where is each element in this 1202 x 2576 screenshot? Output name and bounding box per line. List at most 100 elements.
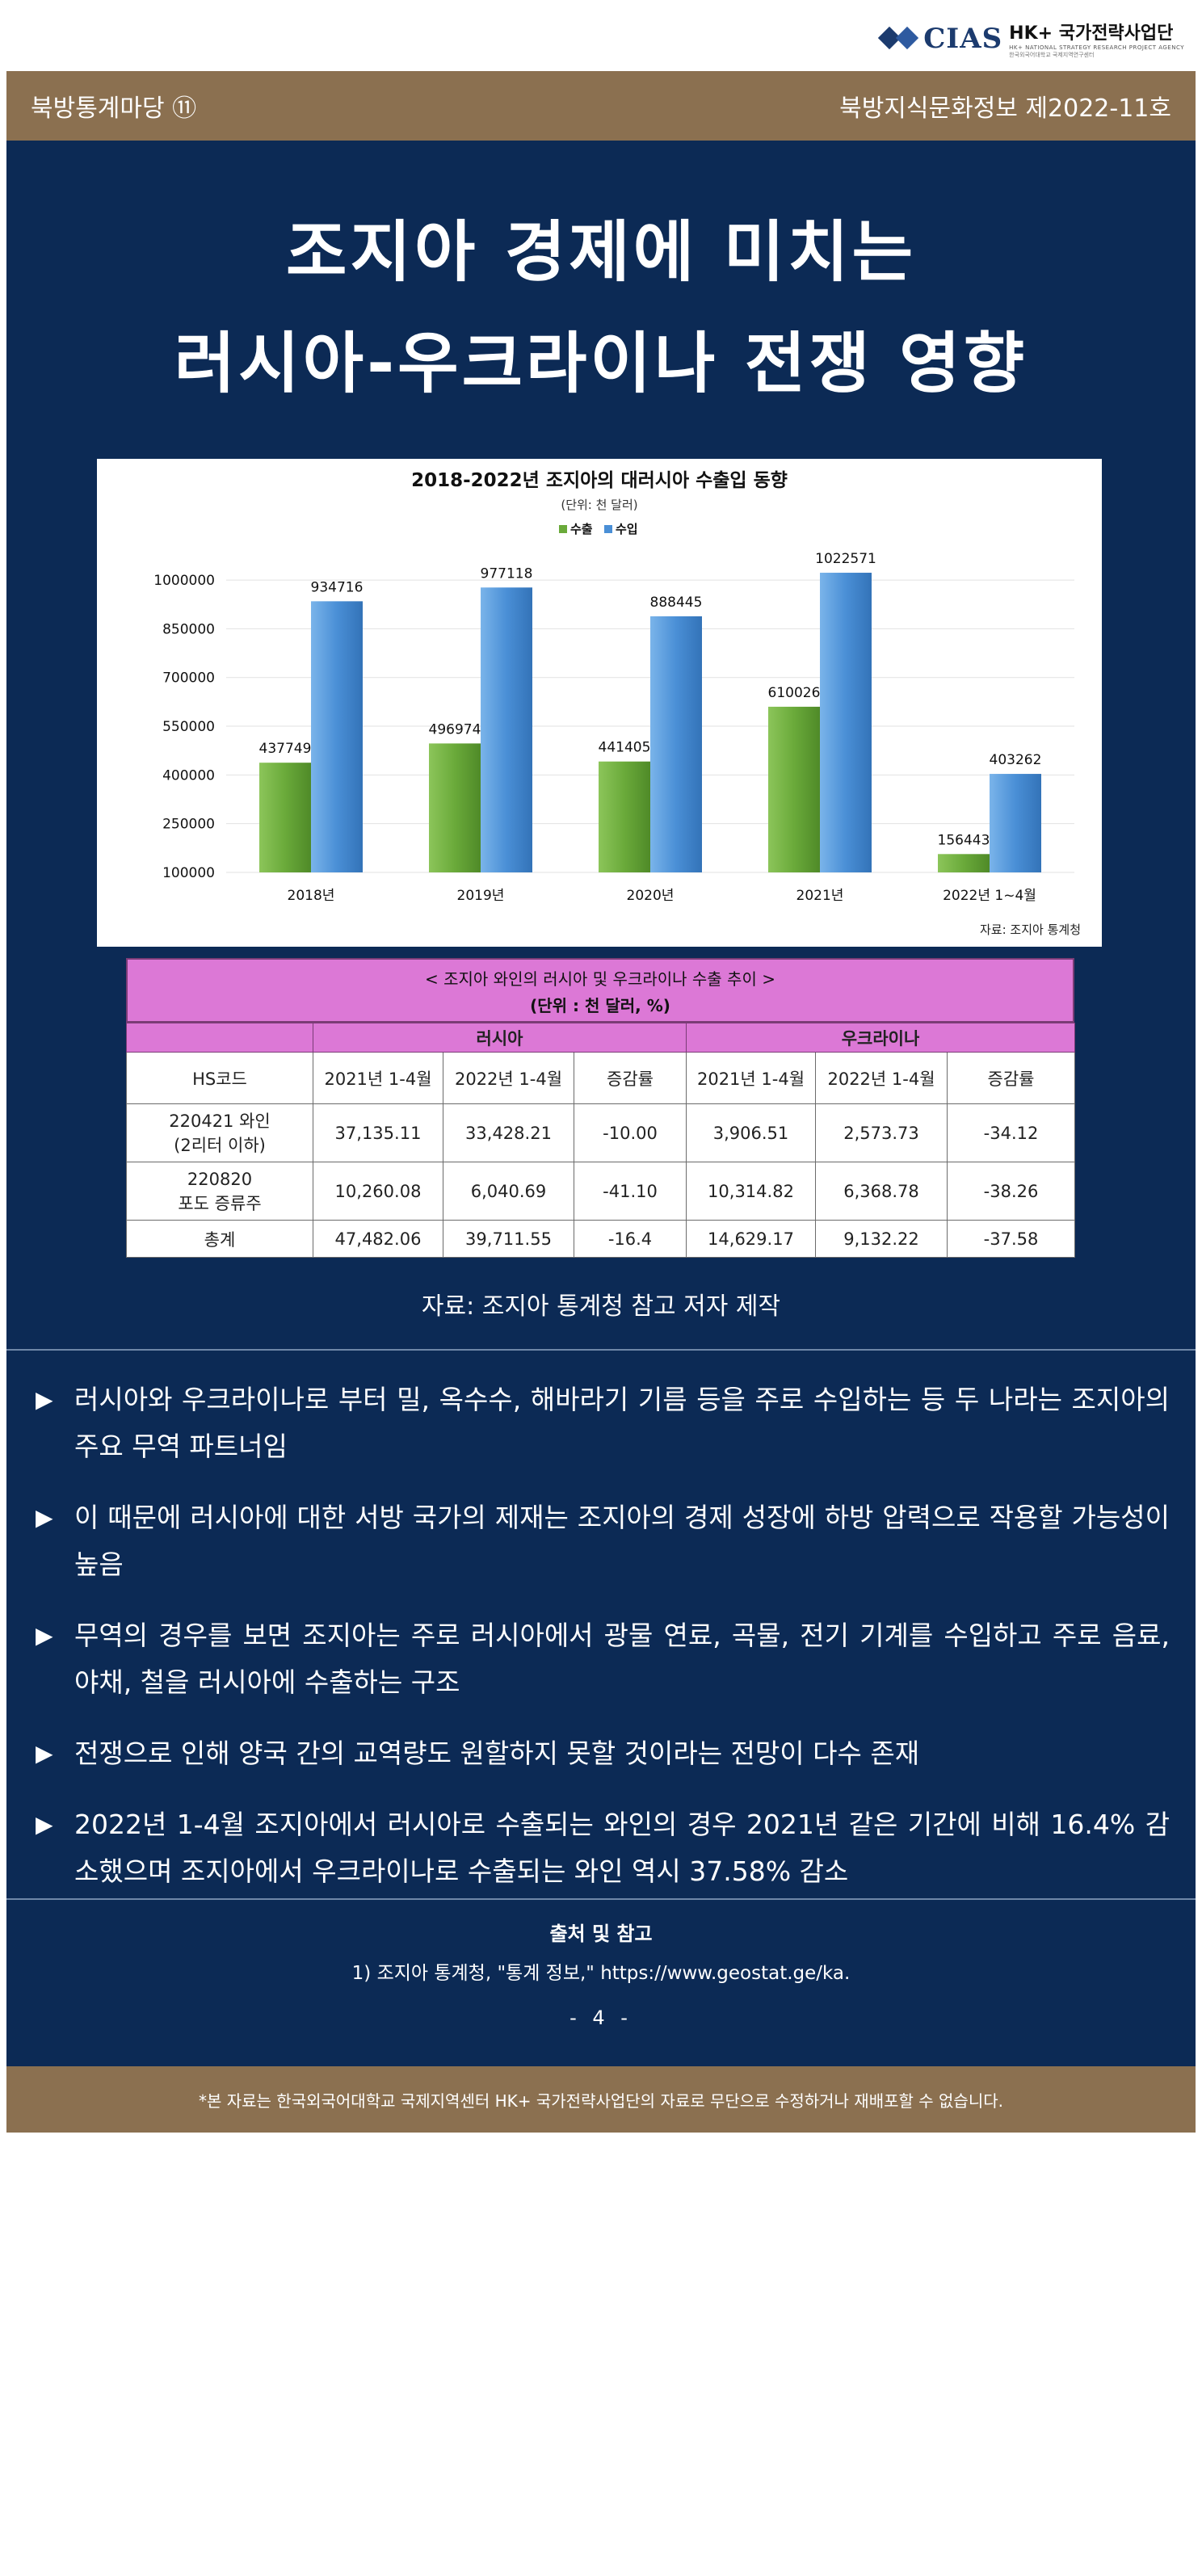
data-label: 934716 [311,579,364,595]
table-cell: 2,573.73 [815,1103,948,1162]
data-label: 441405 [599,740,651,756]
total-label: 총계 [126,1220,313,1258]
hs-code: 220820 [187,1169,253,1189]
bullet-item: ▶ 무역의 경우를 보면 조지아는 주로 러시아에서 광물 연료, 곡물, 전기… [36,1612,1170,1706]
divider-bottom [6,1898,1196,1900]
x-tick-label: 2021년 [796,888,844,904]
column-header: 증감률 [574,1052,687,1104]
title-line-2: 러시아-우크라이나 전쟁 영향 [174,326,1028,402]
bullet-text: 전쟁으로 인해 양국 간의 교역량도 원할하지 못할 것이라는 전망이 다수 존… [74,1738,920,1769]
bar-export [429,743,481,872]
hs-code-desc: (2리터 이하) [174,1135,266,1155]
table-cell: 6,040.69 [443,1162,574,1221]
divider-top [6,1349,1196,1351]
column-header: HS코드 [126,1052,313,1104]
header-band: 북방통계마당 ⑪ 북방지식문화정보 제2022-11호 [6,71,1196,141]
bar-import [311,601,363,872]
table-cell: -38.26 [946,1162,1076,1221]
legend-label: 수출 [570,522,593,536]
data-label: 437749 [259,741,312,757]
table-title: < 조지아 와인의 러시아 및 우크라이나 수출 추이 > [425,969,775,989]
bullet-arrow-icon: ▶ [36,1740,53,1767]
data-label: 496974 [429,721,481,738]
hs-code-cell: 220820 포도 증류주 [126,1162,313,1221]
logo-brand: CIAS [923,23,1003,55]
cias-logo: CIAS HK+ 국가전략사업단 HK+ NATIONAL STRATEGY R… [878,15,1184,63]
trade-chart-svg: 2018-2022년 조지아의 대러시아 수출입 동향 (단위: 천 달러) 수출 수… [153,470,1081,937]
legend-swatch-import [604,525,612,533]
table-group-blank [126,1023,313,1053]
bar-export [768,706,820,872]
bullet-item: ▶ 러시아와 우크라이나로 부터 밀, 옥수수, 해바라기 기름 등을 주로 수… [36,1376,1170,1470]
footer-disclaimer: *본 자료는 한국외국어대학교 국제지역센터 HK+ 국가전략사업단의 자료로 … [198,2091,1003,2111]
data-label: 156443 [938,832,990,848]
data-label: 403262 [990,752,1042,768]
bullet-text: 이 때문에 러시아에 대한 서방 국가의 제재는 조지아의 경제 성장에 하방 … [74,1502,1170,1580]
chart-source-note: 자료: 조지아 통계청 [980,922,1081,937]
bullet-item: ▶ 2022년 1-4월 조지아에서 러시아로 수출되는 와인의 경우 2021… [36,1801,1170,1895]
y-tick-label: 100000 [162,865,215,881]
y-tick-label: 250000 [162,817,215,833]
y-tick-label: 700000 [162,670,215,687]
table-group-row: 러시아 우크라이나 [126,1023,1076,1053]
table-cell: -37.58 [946,1220,1076,1258]
logo-subtitle-ko: 한국외국어대학교 국제지역연구센터 [1009,52,1095,58]
references-item: 1) 조지아 통계청, "통계 정보," https://www.geostat… [351,1963,851,1984]
bar-export [599,761,650,872]
cias-logo-mark-icon [878,20,919,57]
table-cell: 9,132.22 [815,1220,948,1258]
bullet-list: ▶ 러시아와 우크라이나로 부터 밀, 옥수수, 해바라기 기름 등을 주로 수… [36,1376,1170,1919]
trade-chart: 2018-2022년 조지아의 대러시아 수출입 동향 (단위: 천 달러) 수출 수… [97,459,1102,947]
bar-export [938,854,990,872]
y-tick-label: 1000000 [153,573,215,589]
table-cell: 10,260.08 [313,1162,443,1221]
data-label: 888445 [650,595,703,611]
table-cell: 47,482.06 [313,1220,443,1258]
bullet-item: ▶ 이 때문에 러시아에 대한 서방 국가의 제재는 조지아의 경제 성장에 하… [36,1494,1170,1588]
column-header: 2022년 1-4월 [443,1052,574,1104]
references-heading: 출처 및 참고 [549,1923,653,1945]
table-body: 러시아 우크라이나 HS코드 2021년 1-4월 2022년 1-4월 증감률… [126,1023,1076,1258]
page-number: - 4 - [569,2007,633,2029]
data-label: 977118 [481,565,533,582]
table-cell: 3,906.51 [686,1103,816,1162]
bullet-text: 무역의 경우를 보면 조지아는 주로 러시아에서 광물 연료, 곡물, 전기 기… [74,1620,1170,1698]
bar-import [481,587,532,872]
group-russia: 러시아 [313,1023,687,1053]
table-cell: 33,428.21 [443,1103,574,1162]
source-caption: 자료: 조지아 통계청 참고 저자 제작 [421,1292,781,1321]
column-header: 2021년 1-4월 [313,1052,443,1104]
logo-subtitle-en: HK+ NATIONAL STRATEGY RESEARCH PROJECT A… [1009,44,1184,51]
title-line-1: 조지아 경제에 미치는 [285,214,917,291]
y-tick-label: 850000 [162,621,215,637]
table-cell: 10,314.82 [686,1162,816,1221]
table-cell: 14,629.17 [686,1220,816,1258]
bullet-item: ▶ 전쟁으로 인해 양국 간의 교역량도 원할하지 못할 것이라는 전망이 다수… [36,1730,1170,1777]
table-cell: 6,368.78 [815,1162,948,1221]
column-header: 2022년 1-4월 [815,1052,948,1104]
table-total-row: 총계 47,482.06 39,711.55 -16.4 14,629.17 9… [126,1220,1076,1258]
table-row: 220421 와인 (2리터 이하) 37,135.11 33,428.21 -1… [126,1103,1076,1162]
data-label: 1022571 [815,551,876,567]
legend-label: 수입 [616,522,638,536]
table-header: < 조지아 와인의 러시아 및 우크라이나 수출 추이 > (단위 : 천 달러… [126,958,1074,1023]
main-content: 조지아 경제에 미치는 러시아-우크라이나 전쟁 영향 2018-2022년 조… [6,141,1196,2066]
chart-subtitle: (단위: 천 달러) [561,498,637,512]
footer-band: *본 자료는 한국외국어대학교 국제지역센터 HK+ 국가전략사업단의 자료로 … [6,2066,1196,2133]
x-tick-label: 2018년 [288,888,335,904]
x-tick-label: 2022년 1~4월 [943,888,1036,904]
hs-code: 220421 와인 [169,1111,271,1131]
hs-code-cell: 220421 와인 (2리터 이하) [126,1103,313,1162]
column-header: 증감률 [946,1052,1076,1104]
bar-export [259,763,311,872]
hs-code-desc: 포도 증류주 [178,1193,262,1213]
column-header: 2021년 1-4월 [686,1052,816,1104]
page-title: 조지아 경제에 미치는 러시아-우크라이나 전쟁 영향 [6,197,1196,420]
chart-title: 2018-2022년 조지아의 대러시아 수출입 동향 [411,470,788,491]
x-tick-label: 2020년 [627,888,675,904]
legend-swatch-export [559,525,567,533]
table-cell: 39,711.55 [443,1220,574,1258]
table-unit: (단위 : 천 달러, %) [530,996,670,1015]
table-cell: -10.00 [574,1103,687,1162]
group-ukraine: 우크라이나 [685,1023,1076,1053]
